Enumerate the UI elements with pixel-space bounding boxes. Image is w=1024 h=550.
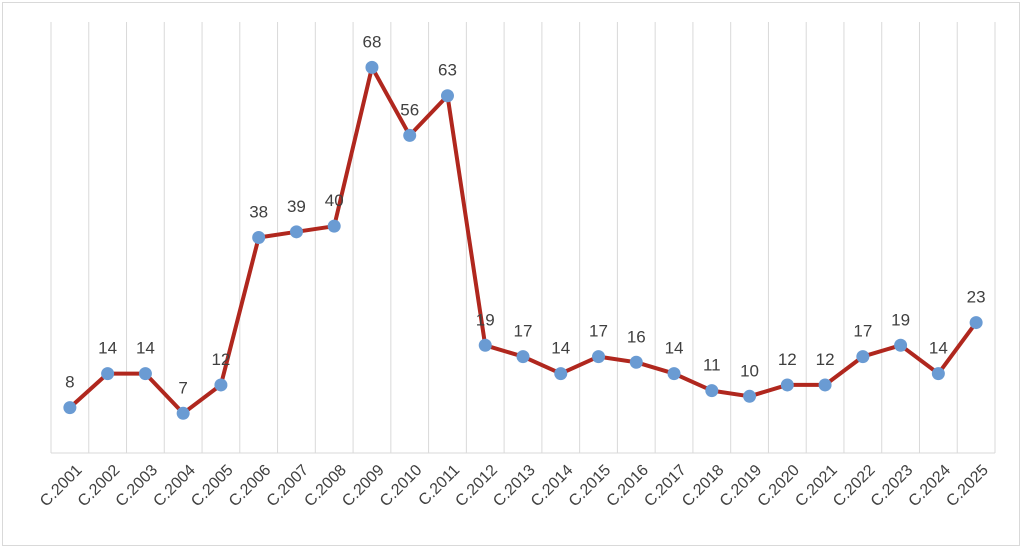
data-label: 17 — [853, 322, 872, 341]
data-point — [101, 367, 115, 381]
data-label: 14 — [551, 339, 570, 358]
data-label: 19 — [891, 310, 910, 329]
data-point — [894, 338, 908, 352]
data-label: 23 — [967, 288, 986, 307]
data-point — [969, 316, 983, 330]
data-point — [705, 384, 719, 398]
data-label: 40 — [325, 191, 344, 210]
data-label: 68 — [362, 32, 381, 51]
data-label: 14 — [98, 339, 117, 358]
data-label: 17 — [514, 322, 533, 341]
data-point — [440, 89, 454, 103]
data-point — [818, 378, 832, 392]
data-label: 38 — [249, 203, 268, 222]
data-point — [856, 350, 870, 364]
data-point — [176, 406, 190, 420]
data-label: 17 — [589, 322, 608, 341]
data-label: 14 — [665, 339, 684, 358]
data-label: 14 — [136, 339, 155, 358]
data-point — [138, 367, 152, 381]
data-label: 8 — [65, 373, 74, 392]
x-tick-label: C.2025 — [943, 462, 992, 511]
data-point — [327, 219, 341, 233]
data-point — [780, 378, 794, 392]
data-label: 39 — [287, 197, 306, 216]
data-point — [365, 60, 379, 74]
data-point — [214, 378, 228, 392]
data-label: 63 — [438, 61, 457, 80]
data-point — [478, 338, 492, 352]
data-point — [554, 367, 568, 381]
data-label: 12 — [778, 350, 797, 369]
data-point — [516, 350, 530, 364]
data-point — [592, 350, 606, 364]
data-label: 12 — [211, 350, 230, 369]
data-point — [252, 231, 266, 244]
data-point — [63, 401, 77, 415]
data-point — [667, 367, 681, 381]
data-point — [743, 389, 757, 403]
data-labels: 8 14 14 7 12 38 39 40 68 56 63 19 17 14 17 16 14 11 10 12 12… — [65, 32, 985, 397]
data-points — [63, 60, 983, 420]
gridlines — [50, 22, 996, 453]
data-label: 11 — [703, 356, 721, 375]
data-label: 12 — [816, 350, 835, 369]
data-label: 56 — [400, 100, 419, 119]
data-label: 7 — [178, 378, 187, 397]
x-tick-label: C.2010 — [377, 462, 426, 511]
data-label: 14 — [929, 339, 948, 358]
data-point — [289, 225, 303, 239]
data-label: 19 — [476, 310, 495, 329]
x-tick-labels: C.2001C.2002C.2003C.2004C.2005C.2006C.20… — [37, 462, 992, 511]
data-label: 10 — [740, 361, 759, 380]
data-point — [403, 128, 417, 142]
data-label: 16 — [627, 327, 646, 346]
data-point — [931, 367, 945, 381]
data-point — [629, 355, 643, 369]
